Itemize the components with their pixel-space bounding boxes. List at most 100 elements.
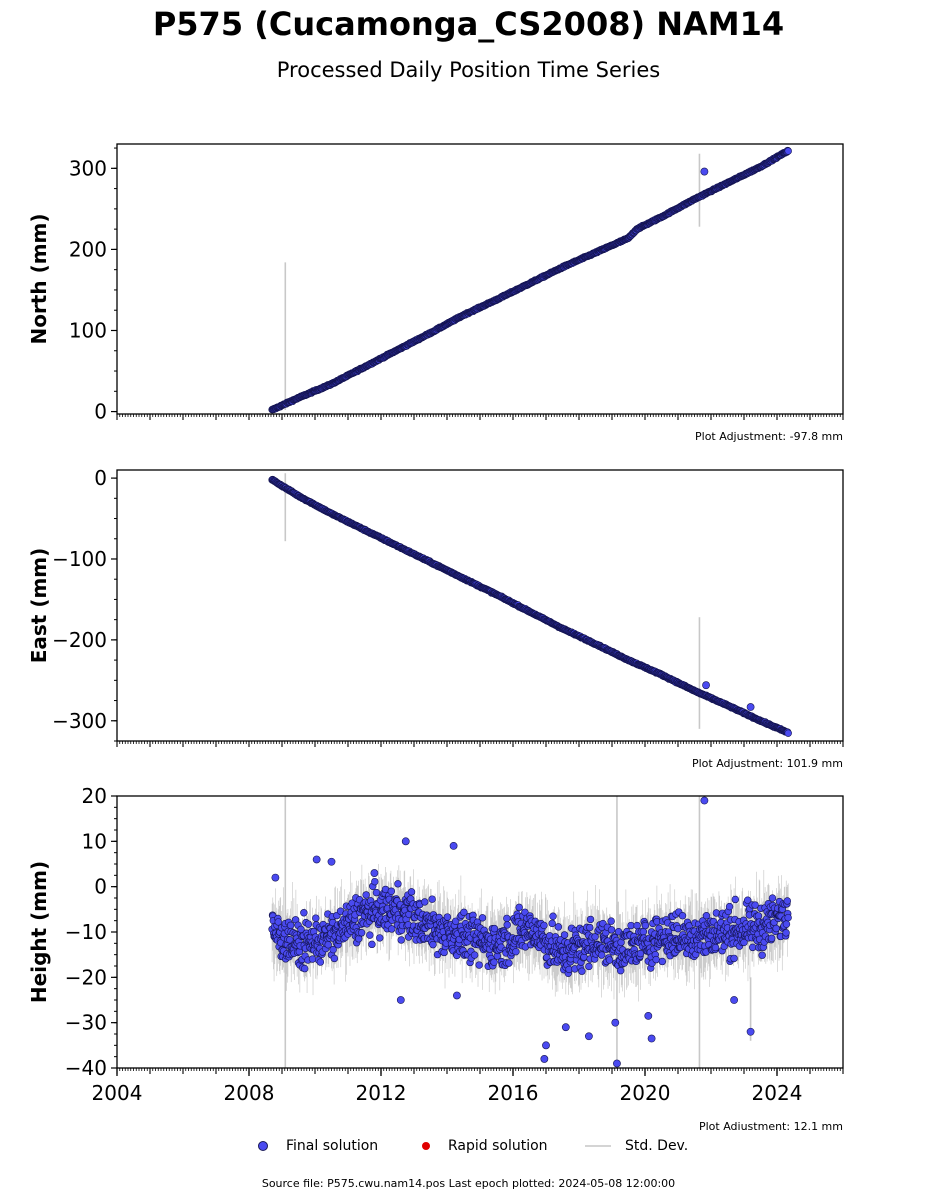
y-tick-label: 100 xyxy=(69,318,107,342)
outlier-point xyxy=(746,703,755,711)
legend-rapid: Rapid solution xyxy=(422,1138,548,1154)
data-point xyxy=(512,947,520,956)
y-tick-label: −10 xyxy=(65,920,107,944)
data-point xyxy=(767,934,776,943)
outlier-point xyxy=(613,1059,621,1068)
data-point xyxy=(748,943,757,952)
y-tick-label: −40 xyxy=(65,1056,107,1080)
data-point xyxy=(308,955,317,963)
data-point xyxy=(300,909,308,917)
outlier-point xyxy=(585,1032,593,1041)
outlier-point xyxy=(396,996,405,1004)
data-point xyxy=(394,880,402,888)
x-tick-label: 2020 xyxy=(620,1081,671,1105)
data-point xyxy=(641,921,650,930)
data-point xyxy=(782,920,791,928)
data-point xyxy=(730,954,738,963)
data-point xyxy=(605,956,614,964)
data-point xyxy=(300,964,309,973)
data-point xyxy=(751,901,759,909)
data-point xyxy=(784,913,792,922)
data-point xyxy=(475,961,483,969)
data-point xyxy=(652,955,660,964)
data-point xyxy=(772,924,780,933)
outlier-point xyxy=(540,1055,549,1063)
y-tick-label: 10 xyxy=(82,829,107,853)
data-point xyxy=(421,898,429,906)
data-point xyxy=(585,962,593,971)
x-tick-label: 2004 xyxy=(92,1081,143,1105)
data-point xyxy=(784,729,792,737)
plot-adjustment-note: Plot Adjustment: 101.9 mm xyxy=(692,757,843,770)
outlier-point xyxy=(271,873,280,882)
data-point xyxy=(627,921,635,930)
data-point xyxy=(460,908,468,917)
data-point xyxy=(304,920,313,928)
legend-final: Final solution xyxy=(258,1138,378,1154)
data-point xyxy=(586,915,595,924)
page-title: P575 (Cucamonga_CS2008) NAM14 xyxy=(152,5,785,43)
data-point xyxy=(636,949,645,958)
rapid-solution-marker xyxy=(422,1142,430,1150)
data-point xyxy=(731,895,740,904)
data-point xyxy=(711,943,720,952)
data-point xyxy=(297,925,305,934)
outlier-point xyxy=(561,1023,570,1032)
data-point xyxy=(407,888,416,896)
data-point xyxy=(560,931,569,939)
data-point xyxy=(658,957,667,966)
plot-adjustment-note: Plot Adjustment: -97.8 mm xyxy=(695,430,843,443)
y-tick-label: −30 xyxy=(65,1011,107,1035)
data-point xyxy=(503,921,511,929)
data-point xyxy=(607,926,616,934)
data-point xyxy=(515,903,523,912)
data-point xyxy=(597,951,606,959)
data-point xyxy=(286,921,295,930)
data-point xyxy=(725,902,734,911)
data-point xyxy=(607,917,615,925)
data-point xyxy=(554,923,563,931)
y-tick-label: −200 xyxy=(52,628,107,652)
y-tick-label: 20 xyxy=(82,784,107,808)
legend: Final solution Rapid solution Std. Dev. xyxy=(0,1134,937,1160)
outlier-point xyxy=(647,1034,656,1043)
data-point xyxy=(744,896,752,904)
plot-area xyxy=(268,473,792,737)
outlier-point xyxy=(370,869,379,877)
x-tick-label: 2024 xyxy=(752,1081,803,1105)
data-point xyxy=(490,924,499,933)
data-point xyxy=(591,933,599,941)
y-tick-label: 0 xyxy=(94,466,107,490)
data-point xyxy=(443,913,452,921)
plot-adjustment-note: Plot Adjustment: 12.1 mm xyxy=(699,1120,843,1130)
data-point xyxy=(678,912,687,920)
legend-final-label: Final solution xyxy=(286,1138,379,1154)
data-point xyxy=(366,931,374,939)
data-point xyxy=(586,923,594,932)
data-point xyxy=(274,918,282,926)
data-point xyxy=(505,959,513,967)
x-tick-label: 2012 xyxy=(356,1081,407,1105)
final-solution-marker xyxy=(258,1141,268,1151)
data-point xyxy=(784,147,792,155)
data-point xyxy=(397,936,405,944)
plot-area xyxy=(268,796,792,1068)
data-point xyxy=(286,936,294,944)
outlier-point xyxy=(449,841,458,850)
plot-frame xyxy=(116,469,844,742)
data-point xyxy=(633,921,641,930)
data-point xyxy=(768,894,777,902)
east-panel: 0 −100 −200 −300 East (mm) Plot Adjustment: 1… xyxy=(27,466,844,770)
y-tick-label: 0 xyxy=(94,400,107,424)
data-point xyxy=(758,951,766,959)
data-point xyxy=(503,914,511,923)
north-panel: 0 100 200 300 North (mm) Plot Adjustment: -97… xyxy=(27,143,844,443)
data-point xyxy=(428,895,436,903)
y-tick-label: −100 xyxy=(52,547,107,571)
data-point xyxy=(478,914,487,922)
outlier-point xyxy=(401,837,410,846)
y-tick-label: 0 xyxy=(94,875,107,899)
outlier-point xyxy=(700,167,709,176)
